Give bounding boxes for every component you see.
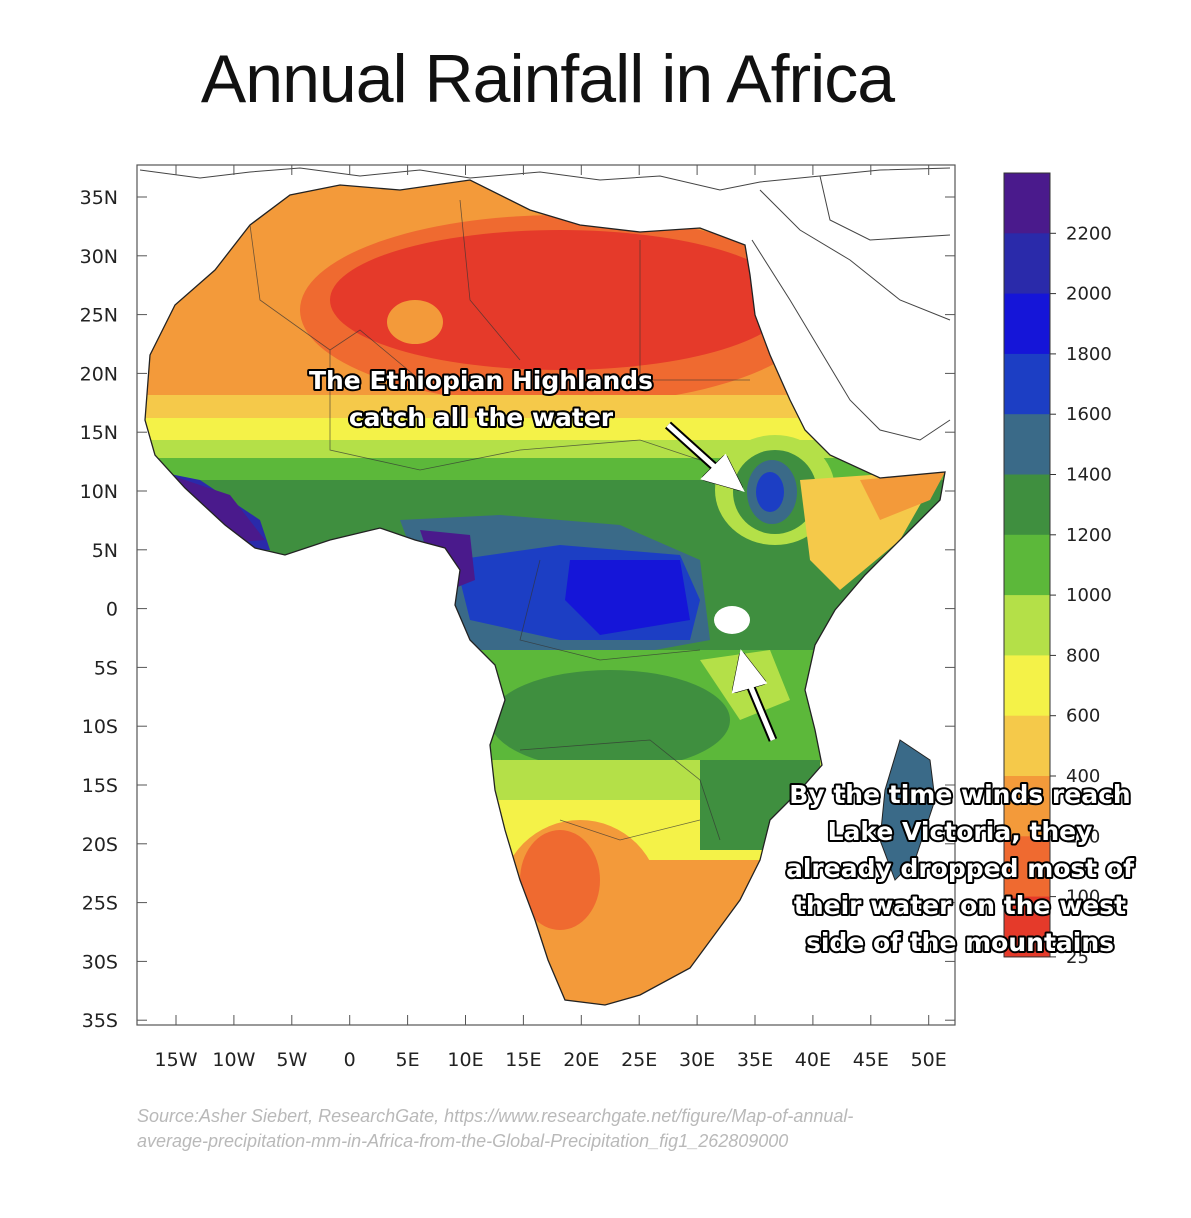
x-tick-label: 15W	[155, 1049, 198, 1071]
colorbar-label: 2000	[1066, 284, 1112, 305]
source-line-1: Source:Asher Siebert, ResearchGate, http…	[137, 1106, 854, 1126]
colorbar-label: 200	[1066, 826, 1100, 847]
arrow-ethiopia-icon	[666, 423, 745, 492]
y-tick-label: 15N	[80, 422, 118, 444]
x-tick-label: 10W	[212, 1049, 255, 1071]
colorbar-swatch	[1004, 474, 1050, 536]
colorbar-swatch	[1004, 414, 1050, 475]
colorbar-swatch	[1004, 715, 1050, 777]
callout-ethiopian-highlands: The Ethiopian Highlands catch all the wat…	[307, 364, 655, 434]
y-tick-label: 30N	[80, 246, 118, 268]
colorbar-label: 25	[1066, 947, 1089, 968]
callout-lake-victoria: By the time winds reach Lake Victoria, th…	[784, 778, 1137, 959]
colorbar-swatch	[1004, 836, 1050, 898]
arrow-victoria-icon	[731, 649, 776, 741]
y-axis: 35N 30N 25N 20N 15N 10N 5N 0 5S 10S 15S 20S 25S 30S 35…	[80, 187, 955, 1032]
callout-line: their water on the west	[794, 891, 1126, 920]
y-tick-label: 30S	[82, 951, 118, 973]
x-tick-label: 0	[344, 1049, 356, 1071]
y-tick-label: 10N	[80, 481, 118, 503]
callout-line: side of the mountains	[806, 928, 1114, 957]
x-axis: 15W 10W 5W 0 5E 10E 15E 20E 25E 30E 35E 40E 45E 50E	[155, 165, 947, 1071]
y-tick-label: 5N	[92, 540, 118, 562]
colorbar-swatch	[1004, 776, 1050, 837]
colorbar: 2200 2000 1800 1600 1400 1200 1000 800 600 400 200…	[1003, 172, 1112, 968]
x-tick-label: 10E	[447, 1049, 483, 1071]
colorbar-swatch	[1004, 534, 1050, 596]
y-tick-label: 10S	[82, 716, 118, 738]
x-tick-label: 15E	[505, 1049, 541, 1071]
colorbar-label: 400	[1066, 766, 1100, 787]
callout-line: already dropped most of	[786, 854, 1135, 883]
x-tick-label: 35E	[737, 1049, 773, 1071]
y-tick-label: 5S	[94, 657, 118, 679]
callout-line: catch all the water	[349, 403, 614, 432]
x-tick-label: 50E	[911, 1049, 947, 1071]
callout-line: Lake Victoria, they	[828, 817, 1093, 846]
x-tick-label: 40E	[795, 1049, 831, 1071]
x-tick-label: 5E	[396, 1049, 420, 1071]
page-title: Annual Rainfall in Africa	[200, 41, 895, 117]
x-tick-label: 45E	[853, 1049, 889, 1071]
colorbar-swatch	[1004, 233, 1050, 295]
source-citation: Source:Asher Siebert, ResearchGate, http…	[137, 1104, 1017, 1154]
colorbar-label: 1400	[1066, 465, 1112, 486]
colorbar-label: 100	[1066, 887, 1100, 908]
colorbar-label: 800	[1066, 645, 1100, 666]
country-borders	[249, 199, 750, 841]
y-tick-label: 25N	[80, 305, 118, 327]
colorbar-label: 1200	[1066, 525, 1112, 546]
y-tick-label: 20S	[82, 834, 118, 856]
y-tick-label: 20N	[80, 363, 118, 385]
x-tick-label: 25E	[621, 1049, 657, 1071]
colorbar-swatch	[1004, 293, 1050, 355]
colorbar-label: 1600	[1066, 404, 1112, 425]
y-tick-label: 0	[106, 599, 118, 621]
x-tick-label: 20E	[563, 1049, 599, 1071]
callout-line: By the time winds reach	[789, 780, 1130, 809]
colorbar-label: 1000	[1066, 585, 1112, 606]
colorbar-label: 600	[1066, 706, 1100, 727]
colorbar-swatch	[1004, 896, 1050, 958]
colorbar-swatch	[1004, 173, 1050, 234]
colorbar-swatch	[1004, 595, 1050, 656]
source-line-2: average-precipitation-mm-in-Africa-from-…	[137, 1131, 789, 1151]
x-tick-label: 30E	[679, 1049, 715, 1071]
callout-line: The Ethiopian Highlands	[309, 366, 653, 395]
y-tick-label: 25S	[82, 893, 118, 915]
x-tick-label: 5W	[276, 1049, 307, 1071]
colorbar-label: 1800	[1066, 344, 1112, 365]
y-tick-label: 35S	[82, 1010, 118, 1032]
y-tick-label: 15S	[82, 775, 118, 797]
colorbar-frame	[1003, 172, 1051, 958]
colorbar-swatch	[1004, 655, 1050, 717]
colorbar-label: 2200	[1066, 223, 1112, 244]
y-tick-label: 35N	[80, 187, 118, 209]
colorbar-swatch	[1004, 353, 1050, 415]
context-coastlines	[139, 167, 951, 881]
